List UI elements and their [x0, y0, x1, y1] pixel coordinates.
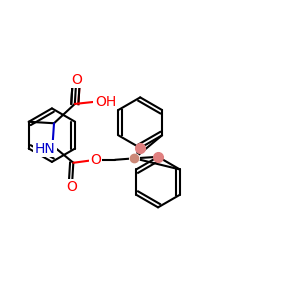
Text: O: O: [90, 153, 101, 167]
Text: HN: HN: [35, 142, 56, 155]
Text: O: O: [66, 180, 77, 194]
Text: O: O: [71, 73, 82, 87]
Text: OH: OH: [95, 94, 116, 109]
